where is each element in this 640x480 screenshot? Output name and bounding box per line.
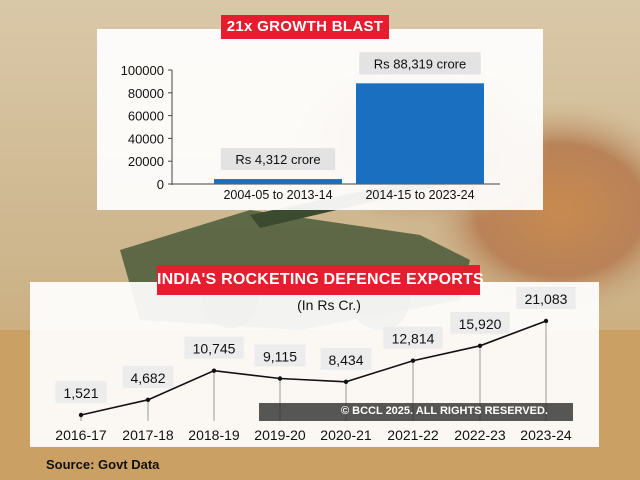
line-data-label: 4,682 bbox=[130, 370, 165, 386]
bottom-chart-title-banner: INDIA'S ROCKETING DEFENCE EXPORTS bbox=[157, 265, 484, 295]
line-data-label: 12,814 bbox=[392, 331, 435, 347]
line-data-label-box bbox=[55, 381, 107, 403]
unit-label: (In Rs Cr.) bbox=[297, 297, 361, 313]
line-category-label: 2020-21 bbox=[320, 427, 372, 443]
bar-ytick-label: 60000 bbox=[128, 109, 164, 124]
line-data-label: 10,745 bbox=[193, 341, 236, 357]
bar-category-label: 2014-15 to 2023-24 bbox=[365, 188, 474, 202]
bar-ytick-label: 100000 bbox=[121, 63, 164, 78]
copyright-box bbox=[259, 403, 573, 421]
line-data-label-box bbox=[320, 347, 372, 370]
line-point bbox=[145, 397, 151, 403]
line-point bbox=[211, 368, 217, 373]
bar-ytick-label: 0 bbox=[157, 177, 164, 192]
top-chart-title-banner: 21x GROWTH BLAST bbox=[221, 15, 389, 39]
source-text: Source: Govt Data bbox=[46, 457, 160, 472]
line-data-label-box bbox=[254, 344, 306, 367]
line-data-label: 9,115 bbox=[263, 349, 297, 365]
line-category-label: 2023-24 bbox=[520, 427, 572, 443]
bar-category-label: 2004-05 to 2013-14 bbox=[223, 188, 332, 202]
line-point bbox=[543, 318, 549, 324]
line-data-label-box bbox=[450, 311, 510, 334]
copyright-text: © BCCL 2025. ALL RIGHTS RESERVED. bbox=[341, 405, 548, 417]
bar-data-label-box bbox=[220, 148, 336, 171]
line-category-label: 2017-18 bbox=[122, 427, 174, 443]
line-point bbox=[277, 376, 283, 381]
exports-series-line bbox=[80, 320, 547, 416]
bar-data-label: Rs 88,319 crore bbox=[374, 56, 467, 71]
line-data-label: 15,920 bbox=[459, 316, 502, 332]
line-point bbox=[477, 343, 483, 349]
bar-2 bbox=[356, 83, 484, 184]
line-point bbox=[78, 412, 84, 418]
line-category-label: 2021-22 bbox=[387, 427, 439, 443]
bar-1 bbox=[214, 179, 342, 184]
line-data-label: 8,434 bbox=[328, 352, 363, 368]
bar-ytick-label: 20000 bbox=[128, 154, 164, 169]
bar-ytick-label: 40000 bbox=[128, 131, 164, 146]
line-category-label: 2019-20 bbox=[254, 427, 306, 443]
line-category-label: 2018-19 bbox=[188, 427, 240, 443]
line-category-label: 2022-23 bbox=[454, 427, 506, 443]
line-data-label-box bbox=[122, 365, 174, 388]
line-point bbox=[410, 358, 416, 363]
line-data-label: 1,521 bbox=[63, 385, 98, 401]
line-data-label-box bbox=[383, 326, 443, 349]
bar-ytick-label: 80000 bbox=[128, 86, 164, 101]
line-data-label-box bbox=[516, 287, 576, 309]
line-point bbox=[343, 379, 349, 384]
bar-data-label: Rs 4,312 crore bbox=[235, 152, 320, 167]
bar-data-label-box bbox=[359, 52, 481, 75]
line-category-label: 2016-17 bbox=[55, 427, 107, 443]
line-data-label-box bbox=[184, 336, 244, 359]
line-data-label: 21,083 bbox=[525, 291, 568, 307]
